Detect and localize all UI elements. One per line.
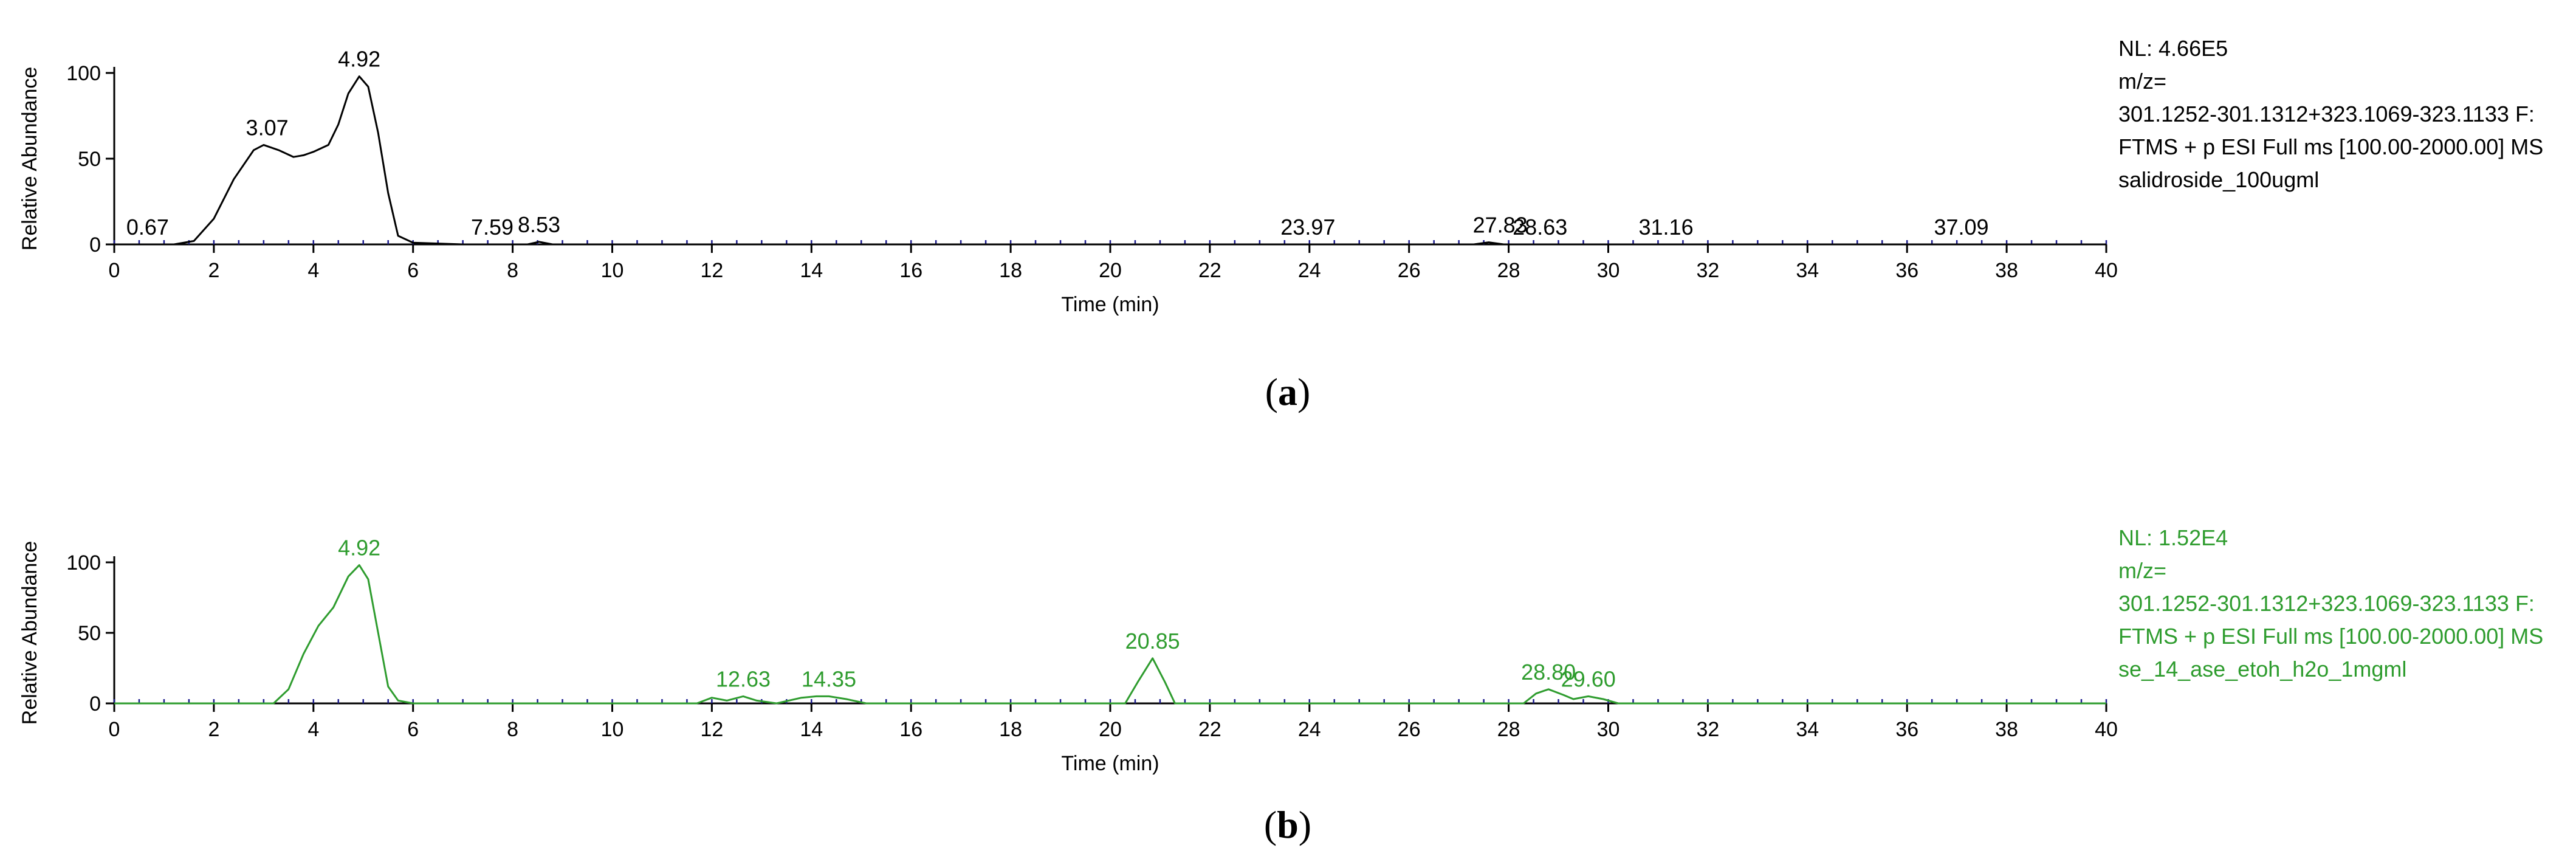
x-tick-label: 26 bbox=[1398, 259, 1421, 282]
x-tick-label: 0 bbox=[109, 259, 120, 282]
info-line: se_14_ase_etoh_h2o_1mgml bbox=[2118, 657, 2406, 681]
y-tick-label: 50 bbox=[78, 148, 101, 171]
x-tick-label: 22 bbox=[1198, 259, 1221, 282]
x-tick-label: 8 bbox=[507, 718, 518, 741]
x-tick-label: 32 bbox=[1696, 718, 1719, 741]
x-tick-label: 34 bbox=[1796, 718, 1819, 741]
x-tick-label: 20 bbox=[1099, 718, 1122, 741]
x-tick-label: 12 bbox=[700, 259, 723, 282]
x-tick-label: 24 bbox=[1298, 259, 1321, 282]
x-tick-label: 40 bbox=[2095, 718, 2118, 741]
info-block: NL: 1.52E4 m/z= 301.1252-301.1312+323.1069… bbox=[2118, 525, 2543, 681]
x-tick-label: 16 bbox=[899, 718, 922, 741]
peak-label: 12.63 bbox=[716, 666, 771, 691]
peak-label: 28.80 bbox=[1521, 660, 1576, 685]
info-line: m/z= bbox=[2118, 69, 2166, 94]
x-tick-label: 30 bbox=[1597, 259, 1620, 282]
peak-label: 28.63 bbox=[1513, 215, 1567, 240]
series-trace-0 bbox=[114, 564, 2106, 705]
x-tick-label: 38 bbox=[1995, 259, 2018, 282]
y-axis-title: Relative Abundance bbox=[18, 541, 41, 725]
x-tick-label: 20 bbox=[1099, 259, 1122, 282]
peak-label: 4.92 bbox=[338, 536, 380, 561]
x-tick-label: 8 bbox=[507, 259, 518, 282]
x-tick-label: 40 bbox=[2095, 259, 2118, 282]
x-tick-label: 4 bbox=[307, 718, 319, 741]
x-tick-label: 16 bbox=[899, 259, 922, 282]
x-tick-label: 28 bbox=[1497, 718, 1520, 741]
x-tick-label: 36 bbox=[1895, 718, 1918, 741]
y-tick-label: 100 bbox=[66, 62, 101, 85]
info-line: FTMS + p ESI Full ms [100.00-2000.00] MS bbox=[2118, 134, 2543, 159]
x-tick-label: 34 bbox=[1796, 259, 1819, 282]
caption-paren: ) bbox=[1297, 370, 1310, 413]
peak-label: 3.07 bbox=[246, 115, 289, 140]
peak-label: 0.67 bbox=[126, 215, 169, 240]
info-line: NL: 1.52E4 bbox=[2118, 525, 2228, 550]
chart-panel-a: 0 2 4 6 8 10 12 14 16 18 20 22 24 26 28 30 32 34 36 38 40050… bbox=[18, 36, 2543, 413]
x-tick-label: 6 bbox=[407, 718, 419, 741]
x-tick-label: 24 bbox=[1298, 718, 1321, 741]
panel-caption: (b) bbox=[1264, 803, 1311, 846]
info-line: NL: 4.66E5 bbox=[2118, 36, 2228, 61]
caption-paren: ( bbox=[1265, 370, 1278, 413]
x-tick-label: 18 bbox=[999, 259, 1022, 282]
x-tick-label: 10 bbox=[601, 718, 624, 741]
x-axis-title: Time (min) bbox=[1061, 752, 1159, 775]
caption-letter: b bbox=[1277, 803, 1299, 846]
x-tick-label: 4 bbox=[307, 259, 319, 282]
x-tick-label: 18 bbox=[999, 718, 1022, 741]
x-tick-label: 2 bbox=[208, 718, 219, 741]
x-tick-label: 12 bbox=[700, 718, 723, 741]
peak-label: 4.92 bbox=[338, 47, 380, 72]
peak-label: 14.35 bbox=[802, 666, 856, 691]
series-trace-0 bbox=[114, 75, 2106, 246]
info-line: m/z= bbox=[2118, 558, 2166, 583]
y-tick-label: 0 bbox=[89, 692, 101, 716]
peak-label: 29.60 bbox=[1561, 666, 1616, 691]
x-tick-label: 28 bbox=[1497, 259, 1520, 282]
x-axis-title: Time (min) bbox=[1061, 293, 1159, 316]
y-axis-title: Relative Abundance bbox=[18, 67, 41, 250]
caption-letter: a bbox=[1278, 370, 1297, 413]
x-tick-label: 0 bbox=[109, 718, 120, 741]
peak-label: 20.85 bbox=[1125, 629, 1180, 654]
info-line: 301.1252-301.1312+323.1069-323.1133 F: bbox=[2118, 591, 2535, 616]
info-line: 301.1252-301.1312+323.1069-323.1133 F: bbox=[2118, 102, 2535, 126]
x-tick-label: 22 bbox=[1198, 718, 1221, 741]
peak-label: 37.09 bbox=[1934, 215, 1988, 240]
x-tick-label: 14 bbox=[800, 259, 823, 282]
x-tick-label: 10 bbox=[601, 259, 624, 282]
caption-paren: ( bbox=[1264, 803, 1277, 846]
y-tick-label: 100 bbox=[66, 551, 101, 574]
x-tick-label: 26 bbox=[1398, 718, 1421, 741]
panel-caption: (a) bbox=[1265, 370, 1311, 413]
peak-label: 8.53 bbox=[518, 212, 560, 237]
x-tick-label: 36 bbox=[1895, 259, 1918, 282]
x-tick-label: 2 bbox=[208, 259, 219, 282]
x-tick-label: 38 bbox=[1995, 718, 2018, 741]
peak-label: 27.83 bbox=[1473, 213, 1528, 238]
x-tick-label: 32 bbox=[1696, 259, 1719, 282]
peak-label: 23.97 bbox=[1280, 215, 1335, 240]
peak-label: 7.59 bbox=[471, 215, 513, 240]
x-tick-label: 6 bbox=[407, 259, 419, 282]
x-tick-label: 14 bbox=[800, 718, 823, 741]
caption-paren: ) bbox=[1299, 803, 1311, 846]
info-line: salidroside_100ugml bbox=[2118, 167, 2319, 192]
peak-label: 31.16 bbox=[1639, 215, 1694, 240]
info-block: NL: 4.66E5 m/z= 301.1252-301.1312+323.1069… bbox=[2118, 36, 2543, 192]
info-line: FTMS + p ESI Full ms [100.00-2000.00] MS bbox=[2118, 624, 2543, 649]
chart-panel-b: 0 2 4 6 8 10 12 14 16 18 20 22 24 26 28 30 32 34 36 38 40050… bbox=[18, 525, 2543, 846]
y-tick-label: 0 bbox=[89, 233, 101, 257]
y-tick-label: 50 bbox=[78, 622, 101, 645]
x-tick-label: 30 bbox=[1597, 718, 1620, 741]
